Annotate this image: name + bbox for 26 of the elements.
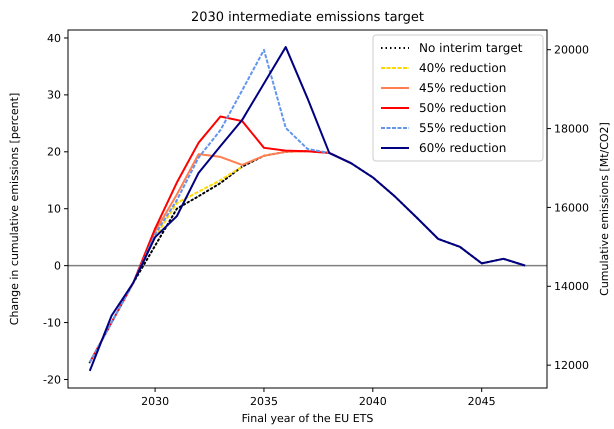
x-axis-title: Final year of the EU ETS <box>242 412 374 425</box>
x-tick-label: 2030 <box>141 395 170 408</box>
x-tick-label: 2040 <box>358 395 387 408</box>
y-tick-label: 40 <box>47 32 61 45</box>
y-axis-title: Change in cumulative emissions [percent] <box>8 92 21 326</box>
legend-label: No interim target <box>419 41 523 56</box>
y2-tick-label: 20000 <box>554 44 589 57</box>
x-tick-label: 2045 <box>468 395 496 408</box>
legend-label: 45% reduction <box>419 81 506 96</box>
y-tick-label: 20 <box>47 146 61 159</box>
y2-tick-label: 12000 <box>554 358 589 372</box>
legend-label: 50% reduction <box>419 101 506 116</box>
x-tick-label: 2035 <box>250 395 278 408</box>
y-tick-label: 10 <box>47 202 61 216</box>
legend-label: 55% reduction <box>419 121 506 136</box>
chart-title: 2030 intermediate emissions target <box>190 10 424 25</box>
y-tick-label: -10 <box>43 316 61 330</box>
y2-axis-title: Cumulative emissions [Mt/CO2] <box>598 122 611 296</box>
legend-label: 40% reduction <box>419 61 506 76</box>
y2-tick-label: 14000 <box>554 280 589 294</box>
y-tick-label: 30 <box>47 88 61 102</box>
legend-label: 60% reduction <box>419 141 506 156</box>
y-tick-label: -20 <box>43 373 61 386</box>
y2-tick-label: 16000 <box>554 201 589 214</box>
y-tick-label: 0 <box>54 259 61 272</box>
y2-tick-label: 18000 <box>554 122 589 136</box>
